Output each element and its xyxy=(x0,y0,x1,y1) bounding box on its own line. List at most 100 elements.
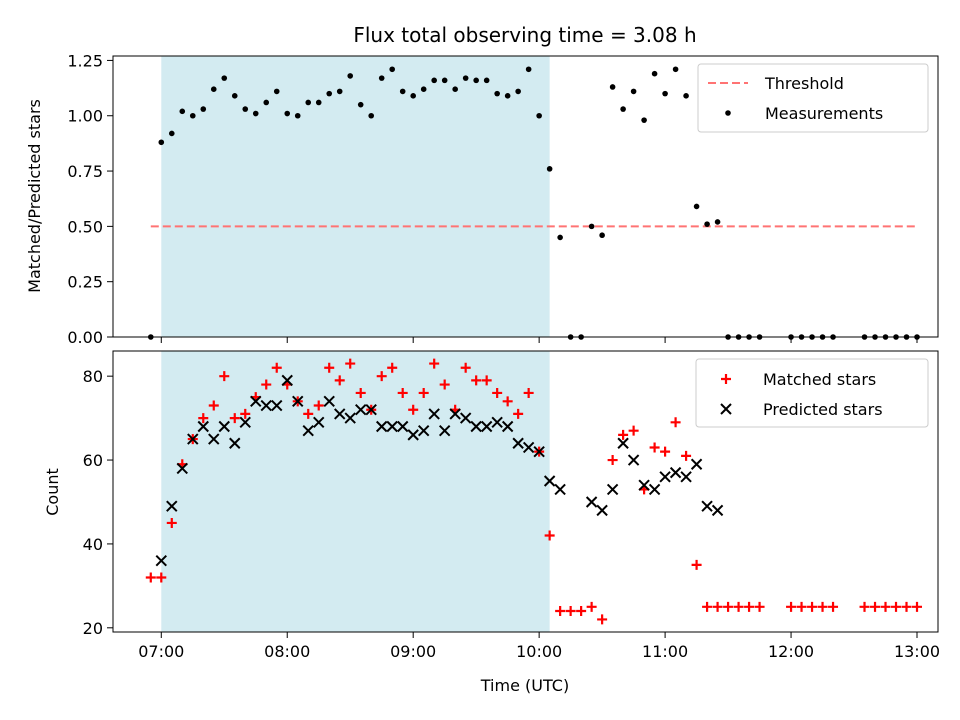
matched-star-point xyxy=(376,371,387,382)
measurement-point xyxy=(336,88,343,95)
matched-star-point xyxy=(324,362,335,373)
matched-star-point xyxy=(166,517,177,528)
matched-star-point xyxy=(156,572,167,583)
predicted-star-point xyxy=(365,404,377,416)
predicted-star-point xyxy=(438,424,451,437)
measurement-point xyxy=(515,88,521,95)
count-y-axis-label: Count xyxy=(43,468,62,516)
predicted-star-point xyxy=(407,429,419,441)
predicted-star-point xyxy=(292,395,304,408)
matched-star-point xyxy=(901,601,912,612)
count-x-tick-label: 10:00 xyxy=(516,642,562,661)
matched-star-point xyxy=(481,375,492,386)
count-chart: 20 40 60 80 07:00 08:00 09:00 10:00 11:00 12:00 1… xyxy=(43,350,940,695)
matched-star-point xyxy=(397,387,408,398)
matched-star-point xyxy=(355,387,366,398)
predicted-star-point xyxy=(585,496,598,508)
matched-star-point xyxy=(880,601,891,612)
measurement-point xyxy=(504,93,511,99)
predicted-star-point xyxy=(260,399,272,412)
matched-star-point xyxy=(681,450,692,461)
measurement-point xyxy=(662,90,668,97)
measurement-point xyxy=(294,112,301,119)
measurement-point xyxy=(242,106,249,112)
matched-star-point xyxy=(229,413,240,424)
predicted-star-point xyxy=(155,554,167,567)
measurement-point xyxy=(693,203,700,210)
predicted-star-point xyxy=(480,420,493,433)
measurement-point xyxy=(231,93,238,99)
matched-star-point xyxy=(555,606,566,617)
legend-measurements-label: Measurements xyxy=(765,104,883,123)
predicted-star-point xyxy=(208,433,220,445)
predicted-star-point xyxy=(218,420,230,433)
count-x-tick-label: 11:00 xyxy=(642,642,688,661)
measurement-point xyxy=(252,110,259,117)
predicted-star-point xyxy=(239,416,251,429)
measurement-point xyxy=(357,101,364,108)
measurement-point xyxy=(683,93,689,99)
count-legend-box xyxy=(695,358,929,428)
count-plot-frame xyxy=(112,350,939,633)
matched-star-point xyxy=(796,601,807,612)
matched-star-point xyxy=(502,396,513,407)
measurement-point xyxy=(651,70,658,77)
measurement-point xyxy=(609,84,616,90)
count-y-tick-label: 20 xyxy=(83,619,103,638)
matched-star-point xyxy=(471,375,482,386)
matched-star-point xyxy=(691,559,702,570)
matched-star-point xyxy=(712,601,723,612)
predicted-star-point xyxy=(302,424,314,437)
predicted-star-point xyxy=(659,471,671,483)
legend-measurements-swatch xyxy=(725,110,731,116)
measurement-point xyxy=(714,219,721,225)
ratio-y-tick-label: 0.25 xyxy=(67,273,103,292)
ratio-y-tick-label: 1.25 xyxy=(67,51,103,70)
matched-star-point xyxy=(586,601,597,612)
predicted-star-point xyxy=(711,504,724,517)
count-y-tick-label: 60 xyxy=(83,451,103,470)
matched-star-point xyxy=(145,572,156,583)
measurement-point xyxy=(641,117,647,123)
predicted-star-point xyxy=(501,420,514,433)
predicted-star-point xyxy=(375,420,388,433)
predicted-star-point xyxy=(512,437,524,449)
count-x-tick-label: 08:00 xyxy=(264,642,310,661)
measurement-point xyxy=(189,112,196,119)
predicted-star-point xyxy=(701,500,713,512)
matched-star-point xyxy=(733,601,744,612)
matched-star-point xyxy=(828,601,839,612)
matched-star-point xyxy=(345,358,356,369)
predicted-star-point xyxy=(428,408,440,420)
predicted-star-point xyxy=(166,500,178,512)
measurement-point xyxy=(221,75,228,81)
predicted-star-point xyxy=(638,479,650,491)
predicted-star-point xyxy=(344,412,356,424)
predicted-star-point xyxy=(417,424,430,437)
count-y-tick-label: 40 xyxy=(83,535,103,554)
matched-star-point xyxy=(576,606,587,617)
measurement-point xyxy=(389,66,395,73)
matched-star-point xyxy=(303,408,314,419)
measurement-point xyxy=(452,86,458,92)
predicted-star-point xyxy=(323,395,335,408)
measurement-point xyxy=(284,110,291,117)
matched-star-point xyxy=(544,530,555,541)
predicted-star-point xyxy=(187,433,199,445)
measurement-point xyxy=(420,86,427,92)
predicted-star-point xyxy=(669,466,682,479)
count-x-tick-label: 09:00 xyxy=(390,642,436,661)
predicted-star-point xyxy=(459,412,472,424)
predicted-star-point xyxy=(596,504,608,517)
matched-star-point xyxy=(754,601,765,612)
matched-star-point xyxy=(744,601,755,612)
predicted-star-point xyxy=(606,483,619,496)
legend-predicted-label: Predicted stars xyxy=(763,400,883,419)
matched-star-point xyxy=(649,442,660,453)
measurement-point xyxy=(473,77,479,84)
predicted-star-point xyxy=(648,483,661,496)
ratio-y-tick-label: 0.00 xyxy=(67,328,103,347)
measurement-point xyxy=(431,77,437,84)
count-y-tick-label: 80 xyxy=(83,367,103,386)
ratio-y-tick-label: 0.50 xyxy=(67,217,103,236)
